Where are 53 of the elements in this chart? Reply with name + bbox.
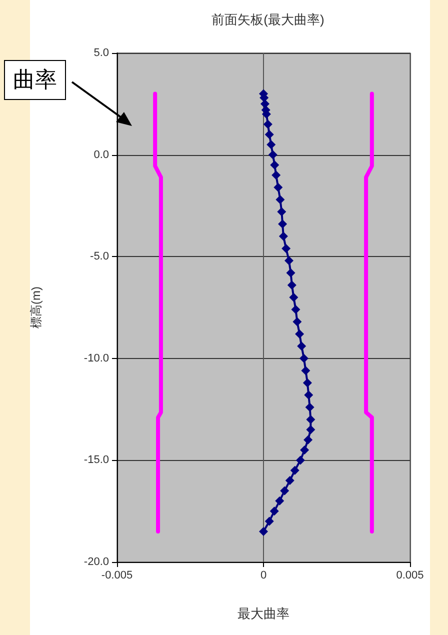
point <box>284 256 294 266</box>
point <box>286 268 296 278</box>
point <box>291 305 300 314</box>
point <box>270 506 279 516</box>
point <box>276 195 285 204</box>
point <box>277 207 286 216</box>
y-tick-label: -10.0 <box>84 352 109 364</box>
point <box>304 435 313 444</box>
point <box>275 496 284 506</box>
y-axis-title: 標高(m) <box>29 286 43 328</box>
x-tick-label: 0 <box>260 570 267 582</box>
point <box>260 99 270 108</box>
point <box>302 378 312 388</box>
point <box>289 292 298 302</box>
chart-title: 前面矢板(最大曲率) <box>212 12 324 27</box>
point <box>290 466 300 475</box>
x-tick-label: -0.005 <box>101 570 133 582</box>
point <box>272 170 281 180</box>
y-tick-label: -20.0 <box>84 556 109 568</box>
x-axis-title: 最大曲率 <box>238 606 290 621</box>
point <box>274 182 283 192</box>
point <box>296 456 305 465</box>
line-series <box>153 92 163 534</box>
point <box>301 366 310 376</box>
point <box>282 244 291 253</box>
y-tick-label: -5.0 <box>90 250 109 263</box>
text: 曲率 <box>4 60 66 100</box>
x-tick-label: 0.005 <box>396 570 424 582</box>
point <box>263 120 272 129</box>
point <box>278 220 288 229</box>
y-tick-label: -15.0 <box>84 454 109 466</box>
y-tick-label: 5.0 <box>94 47 109 59</box>
point <box>259 526 268 536</box>
point <box>264 130 274 139</box>
line-series <box>364 92 374 534</box>
point <box>300 446 310 455</box>
point <box>292 317 302 326</box>
point <box>266 140 276 150</box>
point <box>280 486 290 496</box>
point <box>306 414 316 424</box>
point <box>278 232 288 241</box>
point <box>295 329 304 338</box>
point <box>297 342 306 351</box>
point <box>299 354 308 363</box>
point <box>287 280 296 290</box>
point <box>304 390 314 400</box>
point <box>306 425 316 434</box>
point <box>264 516 274 526</box>
point <box>268 150 278 160</box>
point <box>270 160 280 170</box>
point <box>285 476 294 486</box>
y-tick-label: 0.0 <box>94 148 109 161</box>
point <box>305 402 314 412</box>
